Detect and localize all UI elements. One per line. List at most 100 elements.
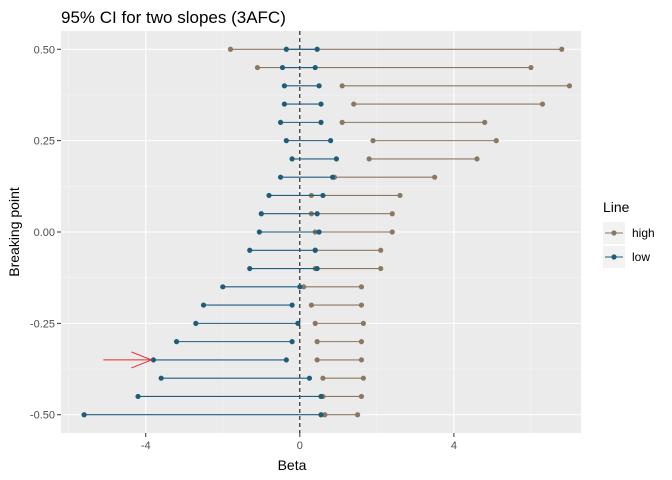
y-tick-label: -0.50 (30, 410, 55, 422)
point-lower-high (314, 357, 320, 363)
point-lower-high (351, 101, 357, 107)
point-lower-high (254, 64, 261, 71)
point-upper-high (358, 302, 365, 308)
point-upper-high (378, 265, 384, 272)
point-lower-low (277, 119, 284, 125)
point-upper-low (314, 46, 320, 52)
point-upper-high (358, 339, 365, 345)
point-lower-low (158, 375, 164, 381)
y-axis-title: Breaking point (6, 187, 22, 277)
point-upper-high (539, 101, 546, 107)
point-upper-high (397, 192, 403, 199)
point-lower-low (283, 46, 289, 52)
y-axis-ticks: -0.50 -0.25 0.00 0.25 0.50 (30, 44, 61, 422)
point-upper-high (482, 119, 488, 125)
point-upper-high (566, 83, 573, 89)
chart-title: 95% CI for two slopes (3AFC) (61, 8, 286, 27)
point-lower-low (281, 83, 288, 89)
arrow-head (131, 351, 153, 369)
point-upper-low (295, 320, 301, 326)
point-upper-low (318, 101, 324, 107)
point-upper-high (528, 64, 534, 71)
legend-title: Line (603, 199, 630, 215)
point-upper-high (493, 138, 499, 144)
point-lower-high (314, 339, 320, 345)
point-upper-high (559, 46, 565, 52)
x-axis-ticks: -4 0 4 (141, 433, 457, 452)
point-upper-low (333, 156, 340, 162)
point-upper-low (297, 284, 303, 290)
y-tick-label: 0.00 (34, 227, 55, 239)
point-lower-low (247, 265, 253, 272)
point-upper-high (360, 320, 366, 326)
legend-key-point (611, 230, 617, 236)
legend-key-point (611, 254, 617, 260)
point-lower-high (366, 156, 372, 162)
point-lower-low (200, 302, 207, 308)
point-upper-low (289, 339, 295, 345)
point-lower-high (312, 320, 318, 326)
point-upper-low (328, 138, 334, 144)
point-lower-low (266, 192, 272, 199)
point-upper-high (358, 393, 365, 400)
point-upper-high (360, 375, 366, 381)
point-lower-high (308, 302, 314, 308)
point-lower-high (339, 119, 345, 125)
point-upper-low (316, 83, 322, 89)
point-lower-high (227, 46, 234, 52)
point-upper-high (389, 211, 395, 217)
point-upper-high (432, 174, 438, 180)
point-upper-low (306, 375, 313, 381)
point-upper-low (314, 211, 320, 217)
point-lower-low (281, 101, 288, 107)
point-lower-low (81, 412, 87, 418)
point-upper-high (354, 412, 361, 418)
point-lower-low (220, 284, 226, 290)
legend: Line high low (603, 199, 655, 268)
point-lower-low (173, 339, 180, 345)
annotation-layer (103, 351, 153, 369)
point-upper-low (314, 265, 320, 272)
point-lower-low (277, 174, 284, 180)
x-tick-label: 4 (451, 440, 457, 452)
point-lower-low (258, 211, 264, 217)
point-upper-low (329, 174, 336, 180)
point-upper-high (389, 229, 395, 235)
point-lower-high (320, 375, 326, 381)
point-upper-low (318, 119, 324, 125)
series-low (81, 46, 340, 418)
point-upper-high (474, 156, 480, 162)
legend-label-low: low (632, 250, 650, 264)
point-upper-low (289, 302, 295, 308)
point-upper-high (378, 247, 384, 253)
point-lower-low (256, 229, 262, 235)
point-upper-low (312, 247, 318, 253)
point-lower-low (193, 320, 199, 326)
point-lower-low (283, 138, 289, 144)
x-tick-label: 0 (297, 440, 303, 452)
point-lower-low (289, 156, 295, 162)
point-lower-low (150, 357, 157, 363)
point-lower-high (301, 284, 307, 290)
point-upper-low (312, 64, 318, 71)
y-tick-label: 0.25 (34, 136, 55, 148)
point-lower-low (247, 247, 253, 253)
point-upper-low (318, 393, 324, 400)
point-lower-low (279, 64, 286, 71)
point-upper-high (358, 357, 365, 363)
point-upper-low (320, 192, 326, 199)
point-upper-high (358, 284, 365, 290)
y-tick-label: -0.25 (30, 318, 55, 330)
y-tick-label: 0.50 (34, 44, 55, 56)
point-upper-low (318, 412, 324, 418)
point-lower-high (339, 83, 345, 89)
point-lower-low (135, 393, 141, 400)
x-tick-label: -4 (141, 440, 151, 452)
point-lower-high (370, 138, 376, 144)
point-lower-high (322, 412, 328, 418)
legend-label-high: high (632, 226, 655, 240)
series-layer (81, 46, 573, 418)
point-upper-low (316, 229, 322, 235)
point-upper-low (283, 357, 289, 363)
